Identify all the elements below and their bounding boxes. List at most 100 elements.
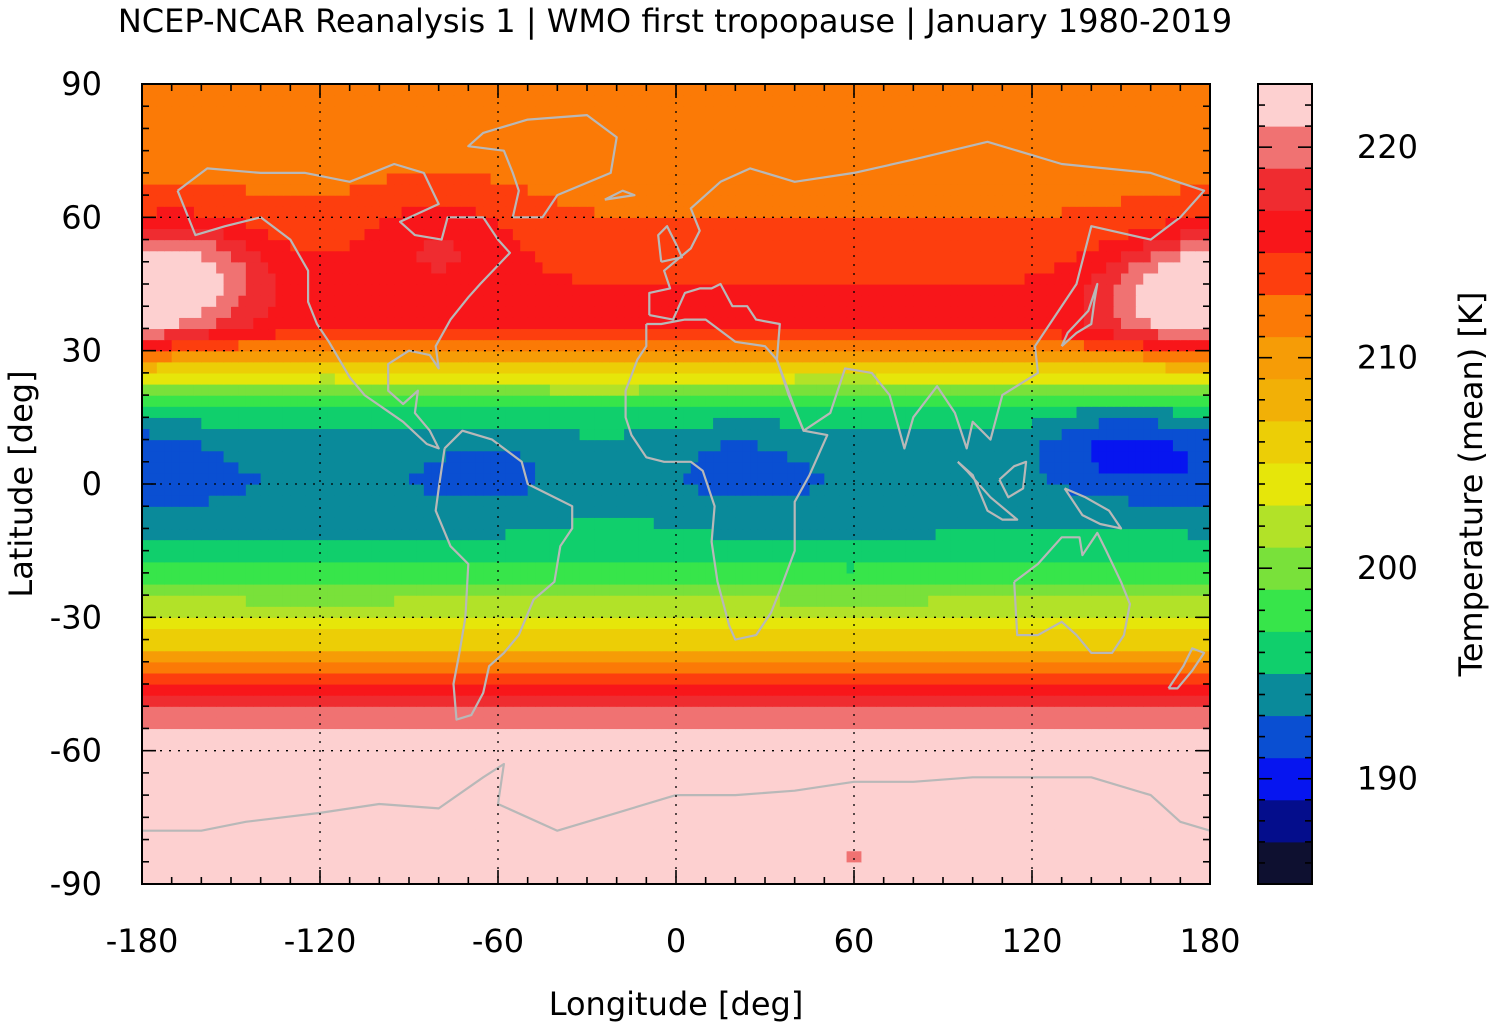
heatmap-cell <box>282 628 291 641</box>
heatmap-cell <box>483 695 492 707</box>
heatmap-cell <box>631 595 640 607</box>
heatmap-cell <box>1106 539 1115 552</box>
heatmap-cell <box>320 650 329 663</box>
heatmap-cell <box>824 506 833 518</box>
heatmap-cell <box>334 684 343 696</box>
heatmap-cell <box>883 495 892 507</box>
heatmap-cell <box>253 539 262 552</box>
heatmap-cell <box>231 561 240 574</box>
heatmap-cell <box>1135 561 1144 574</box>
heatmap-cell <box>928 839 937 852</box>
heatmap-cell <box>1054 795 1063 807</box>
heatmap-cell <box>520 628 529 641</box>
heatmap-cell <box>653 550 662 563</box>
heatmap-cell <box>1202 750 1210 763</box>
heatmap-cell <box>557 728 566 741</box>
heatmap-cell <box>713 772 722 785</box>
heatmap-cell <box>1076 684 1085 696</box>
heatmap-cell <box>446 828 455 841</box>
heatmap-cell <box>1172 528 1181 541</box>
heatmap-cell <box>498 706 507 718</box>
heatmap-cell <box>268 628 277 641</box>
heatmap-cell <box>831 861 840 874</box>
heatmap-cell <box>327 861 336 874</box>
heatmap-cell <box>245 639 254 652</box>
heatmap-cell <box>579 528 588 541</box>
heatmap-cell <box>446 717 455 730</box>
heatmap-cell <box>245 628 254 641</box>
heatmap-cell <box>386 795 395 807</box>
heatmap-cell <box>490 495 499 507</box>
heatmap-cell <box>364 817 373 830</box>
heatmap-cell <box>149 850 158 863</box>
heatmap-cell <box>765 817 774 830</box>
heatmap-cell <box>742 561 751 574</box>
heatmap-cell <box>572 550 581 563</box>
heatmap-cell <box>342 650 351 663</box>
heatmap-cell <box>327 717 336 730</box>
heatmap-cell <box>616 495 625 507</box>
heatmap-cell <box>275 661 284 674</box>
heatmap-cell <box>483 795 492 807</box>
heatmap-cell <box>646 628 655 641</box>
heatmap-cell <box>1046 739 1055 752</box>
heatmap-cell <box>957 750 966 763</box>
heatmap-cell <box>386 784 395 796</box>
heatmap-cell <box>201 572 210 585</box>
heatmap-cell <box>164 850 173 863</box>
heatmap-cell <box>1032 872 1041 884</box>
heatmap-cell <box>928 606 937 618</box>
heatmap-cell <box>587 550 596 563</box>
heatmap-cell <box>1091 717 1100 730</box>
heatmap-cell <box>216 839 225 852</box>
heatmap-cell <box>535 661 544 674</box>
heatmap-cell <box>1187 595 1196 607</box>
heatmap-cell <box>980 784 989 796</box>
heatmap-cell <box>1202 828 1210 841</box>
heatmap-cell <box>772 850 781 863</box>
heatmap-cell <box>297 628 306 641</box>
heatmap-cell <box>290 672 299 685</box>
heatmap-cell <box>409 684 418 696</box>
heatmap-cell <box>386 717 395 730</box>
heatmap-cell <box>268 650 277 663</box>
heatmap-cell <box>1172 828 1181 841</box>
heatmap-cell <box>231 584 240 596</box>
heatmap-cell <box>535 839 544 852</box>
heatmap-cell <box>1069 517 1078 530</box>
heatmap-cell <box>156 628 165 641</box>
heatmap-cell <box>824 628 833 641</box>
heatmap-cell <box>1046 706 1055 718</box>
heatmap-cell <box>1054 561 1063 574</box>
heatmap-cell <box>290 750 299 763</box>
heatmap-cell <box>1143 639 1152 652</box>
heatmap-cell <box>765 528 774 541</box>
heatmap-cell <box>535 606 544 618</box>
heatmap-cell <box>661 550 670 563</box>
heatmap-cell <box>980 672 989 685</box>
heatmap-cell <box>498 495 507 507</box>
heatmap-cell <box>312 784 321 796</box>
heatmap-cell <box>1150 717 1159 730</box>
heatmap-cell <box>223 761 232 774</box>
heatmap-cell <box>920 784 929 796</box>
heatmap-cell <box>193 606 202 618</box>
heatmap-cell <box>987 695 996 707</box>
heatmap-cell <box>1106 784 1115 796</box>
heatmap-cell <box>245 806 254 818</box>
heatmap-cell <box>498 828 507 841</box>
heatmap-cell <box>342 517 351 530</box>
heatmap-cell <box>735 717 744 730</box>
heatmap-cell <box>1158 661 1167 674</box>
heatmap-cell <box>208 539 217 552</box>
heatmap-cell <box>564 650 573 663</box>
heatmap-cell <box>349 772 358 785</box>
heatmap-cell <box>831 750 840 763</box>
heatmap-cell <box>371 750 380 763</box>
heatmap-cell <box>201 750 210 763</box>
heatmap-cell <box>816 839 825 852</box>
heatmap-cell <box>943 650 952 663</box>
heatmap-cell <box>379 572 388 585</box>
heatmap-cell <box>809 717 818 730</box>
heatmap-cell <box>542 739 551 752</box>
